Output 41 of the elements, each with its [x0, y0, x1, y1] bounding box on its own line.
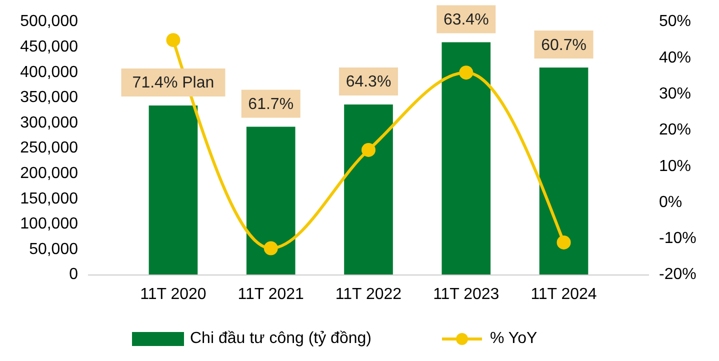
- bar: [148, 105, 198, 275]
- y-tick-label: 200,000: [20, 165, 78, 182]
- y-tick-label: 250,000: [20, 140, 78, 157]
- annotation: 61.7%: [248, 96, 294, 113]
- annotation: 60.7%: [541, 36, 586, 54]
- point: [166, 33, 180, 48]
- bar: [246, 126, 296, 275]
- bar: [442, 42, 491, 275]
- y2-tick-label: 40%: [659, 49, 692, 66]
- point: [556, 235, 571, 250]
- y-tick-label: 300,000: [20, 114, 78, 132]
- y2-tick-label: 30%: [659, 86, 692, 103]
- y-tick-label: 150,000: [20, 190, 78, 208]
- bar: [344, 104, 393, 275]
- y2-tick-label: 10%: [659, 158, 692, 175]
- y2-tick-label: 50%: [659, 13, 692, 30]
- point: [264, 241, 278, 256]
- x-tick-label: 11T 2023: [433, 286, 500, 303]
- x-tick-label: 11T 2022: [335, 286, 402, 303]
- annotation: 63.4%: [443, 11, 489, 28]
- legend-label: Chi đầu tư công (tỷ đồng): [190, 330, 372, 348]
- annotation: 71.4% Plan: [132, 74, 214, 92]
- point: [362, 142, 376, 157]
- y2-tick-label: -20%: [659, 266, 696, 284]
- y-tick-label: 500,000: [20, 13, 78, 30]
- x-tick-label: 11T 2020: [140, 286, 206, 303]
- y-tick-label: 400,000: [20, 64, 78, 81]
- point: [459, 66, 474, 80]
- y-tick-label: 450,000: [20, 38, 78, 56]
- y2-tick-label: 0%: [659, 194, 682, 211]
- legend-label: % YoY: [490, 330, 538, 348]
- annotation: 64.3%: [346, 74, 392, 91]
- y-tick-label: 100,000: [20, 216, 78, 233]
- y2-tick-label: 20%: [659, 122, 692, 139]
- y-tick-label: 0: [69, 266, 78, 284]
- x-tick-label: 11T 2024: [530, 286, 597, 303]
- x-tick-label: 11T 2021: [238, 286, 304, 303]
- bar: [539, 68, 588, 275]
- y-tick-label: 50,000: [29, 240, 78, 258]
- y2-tick-label: -10%: [659, 230, 696, 248]
- y-tick-label: 350,000: [20, 89, 78, 106]
